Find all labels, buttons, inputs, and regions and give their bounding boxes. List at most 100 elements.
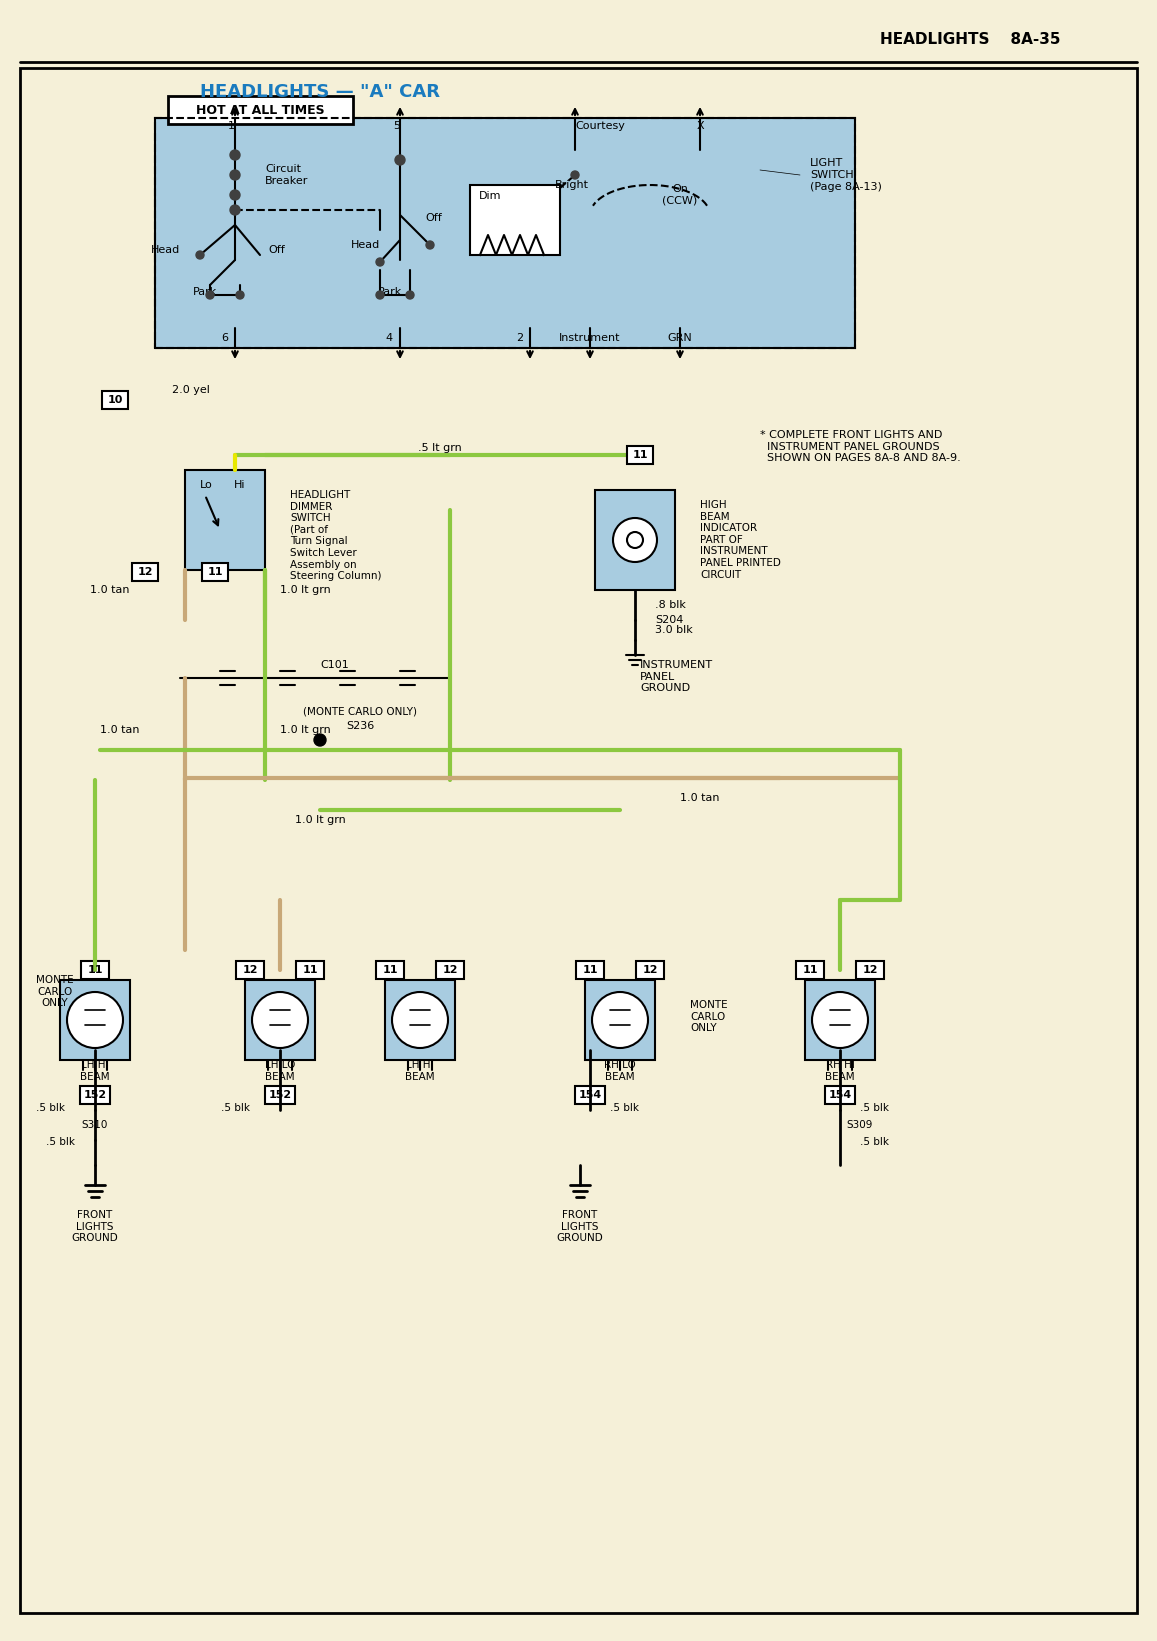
Bar bbox=[296, 962, 324, 980]
Circle shape bbox=[812, 993, 868, 1049]
Text: 4: 4 bbox=[386, 333, 393, 343]
Text: 1.0 tan: 1.0 tan bbox=[90, 584, 130, 596]
Circle shape bbox=[613, 519, 657, 561]
Text: INSTRUMENT
PANEL
GROUND: INSTRUMENT PANEL GROUND bbox=[640, 660, 713, 693]
Text: 1.0 lt grn: 1.0 lt grn bbox=[280, 725, 331, 735]
Bar bbox=[202, 563, 228, 581]
Text: FRONT
LIGHTS
GROUND: FRONT LIGHTS GROUND bbox=[72, 1209, 118, 1244]
Bar bbox=[385, 980, 455, 1060]
Text: S309: S309 bbox=[847, 1121, 874, 1131]
Text: C101: C101 bbox=[320, 660, 348, 670]
Text: LH HI
BEAM: LH HI BEAM bbox=[405, 1060, 435, 1081]
Bar bbox=[825, 1086, 855, 1104]
Bar bbox=[575, 1086, 605, 1104]
Circle shape bbox=[572, 171, 578, 179]
Bar bbox=[627, 446, 653, 464]
Text: .5 blk: .5 blk bbox=[221, 1103, 250, 1113]
Circle shape bbox=[230, 149, 239, 161]
Text: Hi: Hi bbox=[234, 481, 245, 491]
Bar bbox=[60, 980, 130, 1060]
Bar bbox=[436, 962, 464, 980]
Text: 12: 12 bbox=[862, 965, 878, 975]
Circle shape bbox=[236, 290, 244, 299]
Text: MONTE
CARLO
ONLY: MONTE CARLO ONLY bbox=[36, 975, 74, 1008]
Text: 11: 11 bbox=[632, 450, 648, 459]
Circle shape bbox=[206, 290, 214, 299]
Bar bbox=[132, 563, 159, 581]
Text: Lo: Lo bbox=[200, 481, 213, 491]
Text: 152: 152 bbox=[83, 1090, 106, 1099]
Text: 11: 11 bbox=[302, 965, 318, 975]
Text: 1.0 lt grn: 1.0 lt grn bbox=[295, 816, 346, 825]
Text: .5 blk: .5 blk bbox=[860, 1137, 889, 1147]
Text: 11: 11 bbox=[802, 965, 818, 975]
Circle shape bbox=[196, 251, 204, 259]
Bar bbox=[81, 962, 109, 980]
Text: 2: 2 bbox=[516, 333, 523, 343]
Text: 152: 152 bbox=[268, 1090, 292, 1099]
Text: 1.0 tan: 1.0 tan bbox=[101, 725, 140, 735]
Text: Off: Off bbox=[268, 245, 285, 254]
Text: 1.0 tan: 1.0 tan bbox=[680, 793, 720, 802]
Text: 6: 6 bbox=[221, 333, 228, 343]
Text: FRONT
LIGHTS
GROUND: FRONT LIGHTS GROUND bbox=[557, 1209, 603, 1244]
Bar bbox=[168, 97, 353, 125]
Text: 12: 12 bbox=[138, 568, 153, 578]
Text: Head: Head bbox=[150, 245, 180, 254]
Circle shape bbox=[67, 993, 123, 1049]
Text: RH HI
BEAM: RH HI BEAM bbox=[825, 1060, 855, 1081]
Text: Head: Head bbox=[351, 240, 379, 249]
Text: LH LO
BEAM: LH LO BEAM bbox=[265, 1060, 295, 1081]
Bar bbox=[245, 980, 315, 1060]
Text: HEADLIGHTS — "A" CAR: HEADLIGHTS — "A" CAR bbox=[200, 84, 440, 102]
Bar bbox=[796, 962, 824, 980]
Text: .5 blk: .5 blk bbox=[610, 1103, 639, 1113]
Bar bbox=[376, 962, 404, 980]
Text: .8 blk: .8 blk bbox=[655, 601, 686, 610]
Circle shape bbox=[395, 154, 405, 166]
Text: 11: 11 bbox=[87, 965, 103, 975]
Text: Dim: Dim bbox=[479, 190, 501, 200]
Bar bbox=[856, 962, 884, 980]
Bar bbox=[585, 980, 655, 1060]
Text: LH HI
BEAM: LH HI BEAM bbox=[80, 1060, 110, 1081]
Text: .5 lt grn: .5 lt grn bbox=[418, 443, 462, 453]
Bar bbox=[576, 962, 604, 980]
Text: Park: Park bbox=[193, 287, 218, 297]
Text: S236: S236 bbox=[346, 720, 374, 730]
Circle shape bbox=[376, 258, 384, 266]
Text: S204: S204 bbox=[655, 615, 684, 625]
Bar bbox=[155, 118, 855, 348]
Circle shape bbox=[426, 241, 434, 249]
Text: Bright: Bright bbox=[555, 181, 589, 190]
Text: 2.0 yel: 2.0 yel bbox=[172, 386, 211, 395]
Bar bbox=[185, 469, 265, 569]
Text: 5: 5 bbox=[393, 121, 400, 131]
Text: Instrument: Instrument bbox=[559, 333, 621, 343]
Text: .5 blk: .5 blk bbox=[860, 1103, 889, 1113]
Bar bbox=[102, 391, 128, 409]
Text: Off: Off bbox=[425, 213, 442, 223]
Circle shape bbox=[392, 993, 448, 1049]
Text: 12: 12 bbox=[442, 965, 458, 975]
Bar bbox=[805, 980, 875, 1060]
Text: RH LO
BEAM: RH LO BEAM bbox=[604, 1060, 636, 1081]
Bar bbox=[595, 491, 675, 591]
Bar bbox=[265, 1086, 295, 1104]
Text: 10: 10 bbox=[108, 395, 123, 405]
Text: MONTE
CARLO
ONLY: MONTE CARLO ONLY bbox=[690, 999, 728, 1034]
Circle shape bbox=[592, 993, 648, 1049]
Text: 12: 12 bbox=[642, 965, 657, 975]
Circle shape bbox=[376, 290, 384, 299]
Text: HIGH
BEAM
INDICATOR
PART OF
INSTRUMENT
PANEL PRINTED
CIRCUIT: HIGH BEAM INDICATOR PART OF INSTRUMENT P… bbox=[700, 501, 781, 579]
Text: 154: 154 bbox=[578, 1090, 602, 1099]
Text: 11: 11 bbox=[382, 965, 398, 975]
Text: 11: 11 bbox=[207, 568, 223, 578]
Text: * COMPLETE FRONT LIGHTS AND
  INSTRUMENT PANEL GROUNDS
  SHOWN ON PAGES 8A-8 AND: * COMPLETE FRONT LIGHTS AND INSTRUMENT P… bbox=[760, 430, 960, 463]
Circle shape bbox=[230, 205, 239, 215]
Bar bbox=[636, 962, 664, 980]
Text: 1: 1 bbox=[228, 121, 235, 131]
Text: 3.0 blk: 3.0 blk bbox=[655, 625, 693, 635]
Text: X: X bbox=[697, 121, 703, 131]
Text: LIGHT
SWITCH
(Page 8A-13): LIGHT SWITCH (Page 8A-13) bbox=[810, 159, 882, 192]
